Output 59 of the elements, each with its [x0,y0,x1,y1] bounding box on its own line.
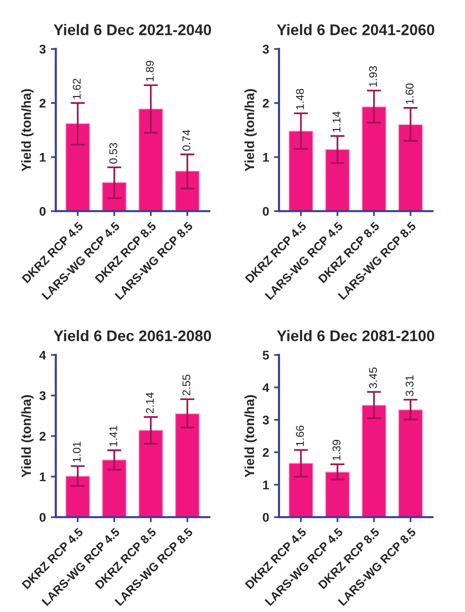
data-label: 1.14 [332,111,340,132]
bar [175,413,200,518]
y-tick-label: 0 [40,512,46,522]
y-tick-label: 4 [262,383,270,392]
bar [65,123,90,212]
bar [65,476,90,518]
data-label: 1.41 [109,426,118,446]
y-tick-label: 2 [262,98,269,108]
y-axis-title: Yield (ton/ha) [244,89,257,172]
bar [138,430,164,518]
data-label: 3.31 [406,375,414,396]
bar [398,409,423,518]
y-tick-label: 1 [263,480,269,490]
data-label: 3.45 [369,368,377,388]
bar [102,460,127,518]
data-label: 1.39 [332,440,340,460]
data-label: 1.66 [296,426,304,446]
y-tick-label: 3 [262,44,269,54]
bar [288,130,314,212]
data-label: 2.55 [182,374,190,396]
y-tick-label: 1 [40,472,46,482]
data-label: 1.89 [146,60,154,82]
y-tick-label: 2 [40,98,46,108]
y-tick-label: 3 [262,416,269,424]
y-tick-label: 4 [39,350,46,360]
bar [138,108,164,212]
y-axis-title: Yield (ton/ha) [244,395,257,478]
y-tick-label: 1 [263,153,269,162]
data-label: 2.14 [146,392,154,414]
chart-title: Yield 6 Dec 2041-2060 [276,24,434,36]
y-tick-label: 0 [262,512,269,522]
data-label: 1.01 [72,442,81,462]
y-tick-label: 1 [40,153,46,162]
bar [288,462,314,518]
chart-title: Yield 6 Dec 2081-2100 [276,330,434,342]
y-tick-label: 3 [39,44,46,54]
bar [325,472,350,518]
data-label: 0.74 [182,130,190,151]
y-tick-label: 0 [40,206,46,216]
y-axis-title: Yield (ton/ha) [21,89,34,172]
data-label: 1.62 [72,78,81,99]
data-label: 0.53 [109,142,118,164]
data-label: 1.93 [369,66,377,86]
bar [398,124,423,212]
bar [362,106,386,212]
y-tick-label: 2 [40,432,46,441]
y-tick-label: 3 [39,391,46,400]
bar [102,182,127,212]
data-label: 1.48 [296,88,304,110]
bar [325,149,350,212]
chart-title: Yield 6 Dec 2021-2040 [54,24,212,36]
bar [175,170,200,212]
chart-title: Yield 6 Dec 2061-2080 [54,330,212,342]
y-tick-label: 5 [262,350,269,360]
data-label: 1.60 [406,83,414,104]
y-tick-label: 2 [262,448,269,457]
y-tick-label: 0 [262,206,269,216]
bar [362,404,386,518]
y-axis-title: Yield (ton/ha) [21,395,34,478]
